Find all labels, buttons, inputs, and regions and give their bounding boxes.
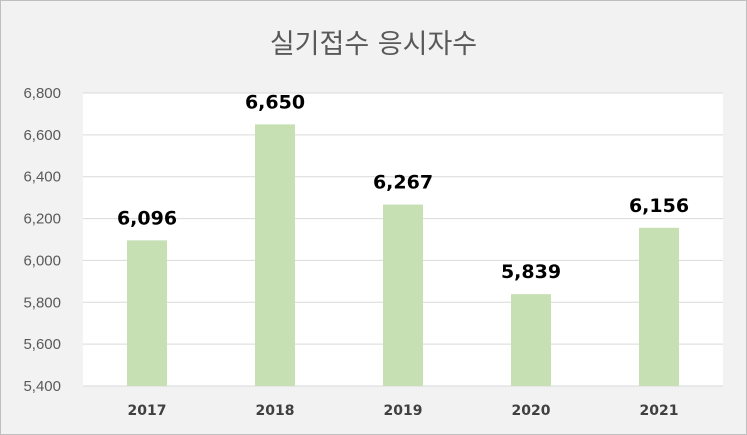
x-tick-label: 2018 (256, 403, 295, 419)
y-tick-label: 6,400 (23, 169, 61, 186)
bar (383, 204, 423, 386)
bar (639, 227, 679, 386)
chart-title: 실기접수 응시자수 (269, 29, 478, 60)
y-tick-label: 5,600 (23, 336, 61, 353)
y-tick-label: 6,800 (23, 85, 61, 102)
x-tick-label: 2020 (512, 403, 551, 419)
x-tick-label: 2017 (128, 403, 167, 419)
bar (127, 240, 167, 386)
data-label: 6,650 (245, 91, 305, 113)
y-tick-label: 6,600 (23, 127, 61, 144)
x-tick-label: 2021 (640, 403, 679, 419)
x-tick-label: 2019 (384, 403, 423, 419)
bar (511, 294, 551, 386)
data-label: 6,096 (117, 207, 177, 229)
y-tick-label: 5,400 (23, 378, 61, 395)
bar (255, 124, 295, 387)
y-tick-label: 5,800 (23, 294, 61, 311)
y-tick-label: 6,000 (23, 252, 61, 269)
data-label: 5,839 (501, 261, 561, 283)
y-tick-label: 6,200 (23, 211, 61, 228)
data-label: 6,156 (629, 195, 689, 217)
data-label: 6,267 (373, 172, 433, 194)
